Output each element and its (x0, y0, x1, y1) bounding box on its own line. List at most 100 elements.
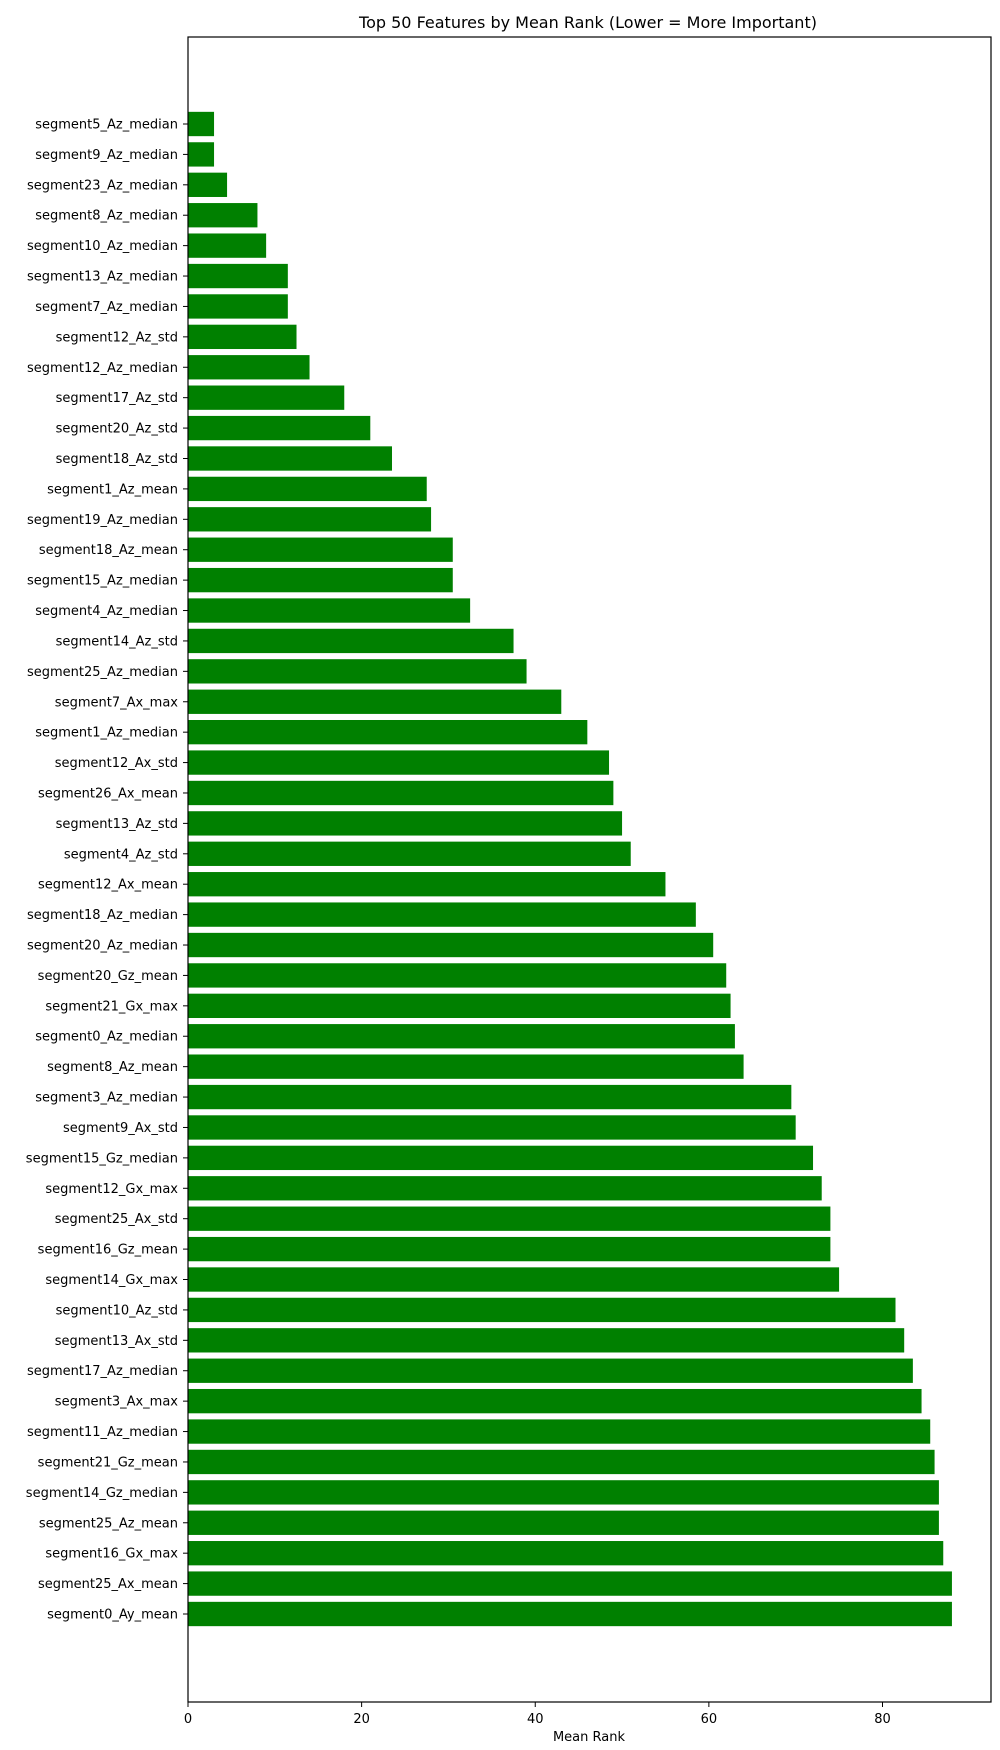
y-tick-label: segment15_Gz_median (26, 1151, 178, 1166)
bar (188, 1267, 840, 1292)
bar (188, 1236, 831, 1262)
y-tick-label: segment10_Az_median (27, 239, 178, 254)
bar (188, 233, 267, 258)
y-tick-label: segment10_Az_std (56, 1303, 178, 1318)
bar (188, 1176, 822, 1201)
bar (188, 1449, 935, 1475)
bar (188, 689, 562, 714)
bar (188, 720, 588, 745)
bar (188, 1024, 735, 1049)
y-tick-label: segment12_Az_median (27, 361, 178, 376)
bar (188, 1054, 744, 1079)
bar (188, 1115, 796, 1140)
bar (188, 902, 696, 927)
y-tick-label: segment5_Az_median (35, 118, 178, 133)
y-tick-label: segment3_Az_median (35, 1091, 178, 1106)
bar (188, 476, 427, 502)
bar (188, 537, 453, 562)
bar (188, 993, 731, 1018)
bar (188, 1328, 905, 1353)
y-tick-label: segment17_Az_std (56, 391, 178, 406)
y-tick-label: segment19_Az_median (27, 513, 178, 528)
y-tick-label: segment14_Gx_max (45, 1273, 178, 1288)
bar (188, 203, 258, 228)
y-tick-label: segment20_Az_median (27, 939, 178, 954)
bar (188, 628, 514, 654)
y-tick-label: segment12_Gx_max (45, 1182, 178, 1197)
bar (188, 1480, 939, 1505)
y-tick-label: segment12_Ax_std (55, 756, 178, 771)
x-tick-label: 80 (874, 1712, 891, 1727)
y-tick-label: segment23_Az_median (27, 178, 178, 193)
x-tick-label: 0 (184, 1712, 192, 1727)
bar (188, 1297, 896, 1323)
y-tick-label: segment0_Az_median (35, 1030, 178, 1045)
bar (188, 659, 527, 684)
bar (188, 111, 215, 137)
bar (188, 811, 623, 836)
bars-group (188, 111, 952, 1627)
y-tick-label: segment21_Gx_max (45, 999, 178, 1014)
bar (188, 1541, 944, 1566)
y-tick-label: segment1_Az_median (35, 726, 178, 741)
y-tick-label: segment12_Az_std (56, 330, 178, 345)
y-tick-label: segment4_Az_median (35, 604, 178, 619)
plot-frame (187, 36, 992, 1703)
y-axis-ticks: segment5_Az_median segment9_Az_mediansegm… (26, 118, 188, 1623)
bar (188, 598, 471, 623)
y-tick-label: segment20_Az_std (56, 422, 178, 437)
y-tick-label: segment16_Gz_mean (38, 1243, 178, 1258)
bar (188, 872, 666, 897)
y-tick-label: segment4_Az_std (64, 847, 178, 862)
y-tick-label: segment13_Az_std (56, 817, 178, 832)
y-tick-label: segment13_Az_median (27, 270, 178, 285)
bar (188, 355, 310, 380)
bar (188, 385, 345, 410)
bar (188, 446, 393, 471)
bar (188, 1145, 814, 1171)
bar (188, 1206, 831, 1231)
x-tick-label: 60 (701, 1712, 718, 1727)
y-tick-label: segment26_Ax_mean (38, 786, 178, 801)
bar (188, 1358, 913, 1383)
bar (188, 294, 288, 319)
bar (188, 1510, 939, 1535)
chart-title: Top 50 Features by Mean Rank (Lower = Mo… (358, 13, 817, 32)
y-tick-label: segment3_Ax_max (55, 1395, 179, 1410)
y-tick-label: segment12_Ax_mean (38, 878, 178, 893)
bar (188, 780, 614, 806)
y-tick-label: segment21_Gz_mean (38, 1455, 178, 1470)
y-tick-label: segment18_Az_mean (39, 543, 178, 558)
y-tick-label: segment15_Az_median (27, 574, 178, 589)
bar (188, 415, 371, 441)
bar (188, 1084, 792, 1110)
bar (188, 172, 228, 197)
y-tick-label: segment20_Gz_mean (38, 969, 178, 984)
bar (188, 963, 727, 988)
bar (188, 1419, 931, 1444)
y-tick-label: segment25_Az_median (27, 665, 178, 680)
y-tick-label: segment7_Ax_max (55, 695, 179, 710)
y-tick-label: segment9_Az_median (35, 148, 178, 163)
y-tick-label: segment14_Gz_median (26, 1486, 178, 1501)
bar (188, 507, 432, 532)
y-tick-label: segment0_Ay_mean (47, 1608, 178, 1623)
bar (188, 750, 610, 775)
y-tick-label: segment8_Az_median (35, 209, 178, 224)
y-tick-label: segment8_Az_mean (47, 1060, 178, 1075)
y-tick-label: segment25_Ax_mean (38, 1577, 178, 1592)
y-tick-label: segment11_Az_median (27, 1425, 178, 1440)
bar (188, 841, 631, 866)
bar (188, 567, 453, 593)
bar (188, 324, 297, 350)
y-tick-label: segment1_Az_mean (47, 482, 178, 497)
y-tick-label: segment13_Ax_std (55, 1334, 178, 1349)
y-tick-label: segment25_Az_mean (39, 1516, 178, 1531)
y-tick-label: segment14_Az_std (56, 634, 178, 649)
y-tick-label: segment18_Az_median (27, 908, 178, 923)
x-tick-label: 20 (353, 1712, 370, 1727)
x-axis-ticks: 0 20 40 60 80 (184, 1702, 891, 1727)
x-axis-label: Mean Rank (553, 1730, 626, 1745)
